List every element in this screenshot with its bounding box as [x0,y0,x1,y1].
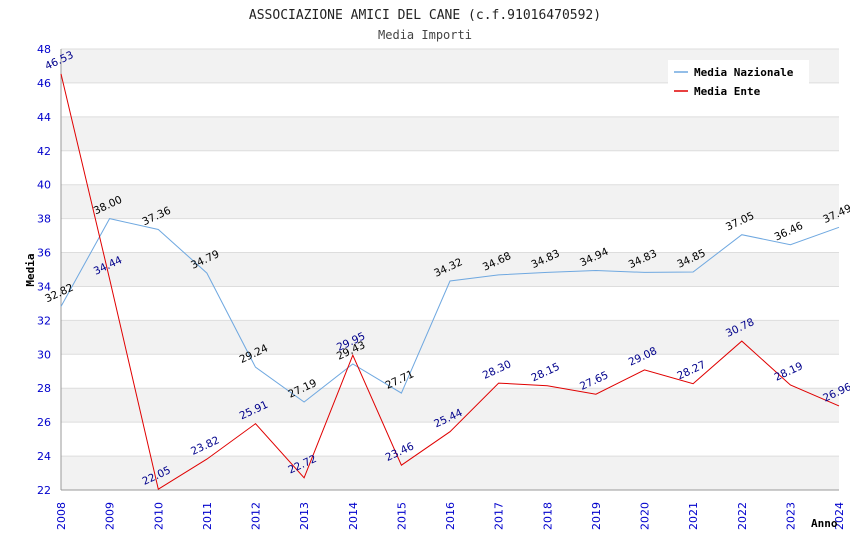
y-tick-label: 38 [37,213,51,226]
x-tick-label: 2009 [104,502,117,530]
y-tick-label: 32 [37,314,51,327]
grid-band [61,320,839,355]
x-tick-label: 2017 [493,502,506,530]
x-tick-label: 2024 [833,502,846,530]
x-tick-label: 2008 [55,502,68,530]
x-tick-label: 2010 [152,502,165,530]
x-tick-label: 2023 [784,502,797,530]
grid-band [61,388,839,423]
series-line-nazionale [60,218,840,403]
y-tick-label: 26 [37,416,51,429]
legend-entry: Media Ente [694,85,761,98]
x-tick-label: 2018 [541,502,554,530]
x-tick-label: 2014 [347,502,360,530]
y-tick-label: 34 [37,280,51,293]
x-tick-label: 2022 [736,502,749,530]
chart-title: ASSOCIAZIONE AMICI DEL CANE (c.f.9101647… [249,8,601,23]
data-label: 23.82 [189,434,221,458]
data-label: 28.30 [481,358,513,382]
y-tick-label: 36 [37,247,51,260]
series-lines [60,73,840,490]
data-label: 28.27 [675,359,707,383]
data-label: 28.19 [773,360,805,384]
x-tick-label: 2021 [687,502,700,530]
legend-box [668,60,809,101]
y-tick-labels: 22 24 26 28 30 32 34 36 38 40 42 44 46 48 [37,43,51,497]
y-tick-label: 28 [37,382,51,395]
y-axis-label: Media [24,253,37,286]
series-line-ente [60,73,840,490]
grid-bands [61,49,839,490]
y-tick-label: 48 [37,43,51,56]
y-tick-label: 44 [37,111,51,124]
y-tick-label: 46 [37,77,51,90]
grid-band [61,456,839,490]
y-tick-label: 40 [37,179,51,192]
data-label: 28.15 [529,361,561,385]
grid-band [61,184,839,219]
x-tick-labels: 2008 2009 2010 2011 2012 2013 2014 2015 2016 2017… [55,502,846,530]
data-label: 36.46 [773,220,806,244]
grid-band [61,116,839,151]
x-tick-label: 2015 [395,502,408,530]
x-tick-label: 2019 [590,502,603,530]
axes [60,49,839,491]
x-tick-label: 2020 [639,502,652,530]
x-axis-label: Anno [811,517,838,530]
y-tick-label: 42 [37,145,51,158]
x-tick-label: 2016 [444,502,457,530]
x-tick-label: 2012 [250,502,263,530]
chart-subtitle: Media Importi [378,28,472,42]
y-tick-label: 30 [37,348,51,361]
x-tick-label: 2013 [298,502,311,530]
y-tick-label: 24 [37,450,51,463]
y-tick-label: 22 [37,484,51,497]
legend: Media Nazionale Media Ente [668,60,809,101]
x-tick-label: 2011 [201,502,214,530]
legend-entry: Media Nazionale [694,66,794,79]
